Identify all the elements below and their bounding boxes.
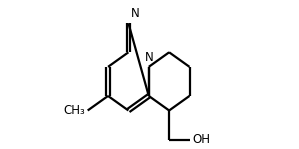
Text: CH₃: CH₃ [63, 104, 85, 117]
Text: N: N [131, 7, 139, 20]
Text: OH: OH [192, 133, 210, 146]
Text: N: N [144, 51, 153, 64]
